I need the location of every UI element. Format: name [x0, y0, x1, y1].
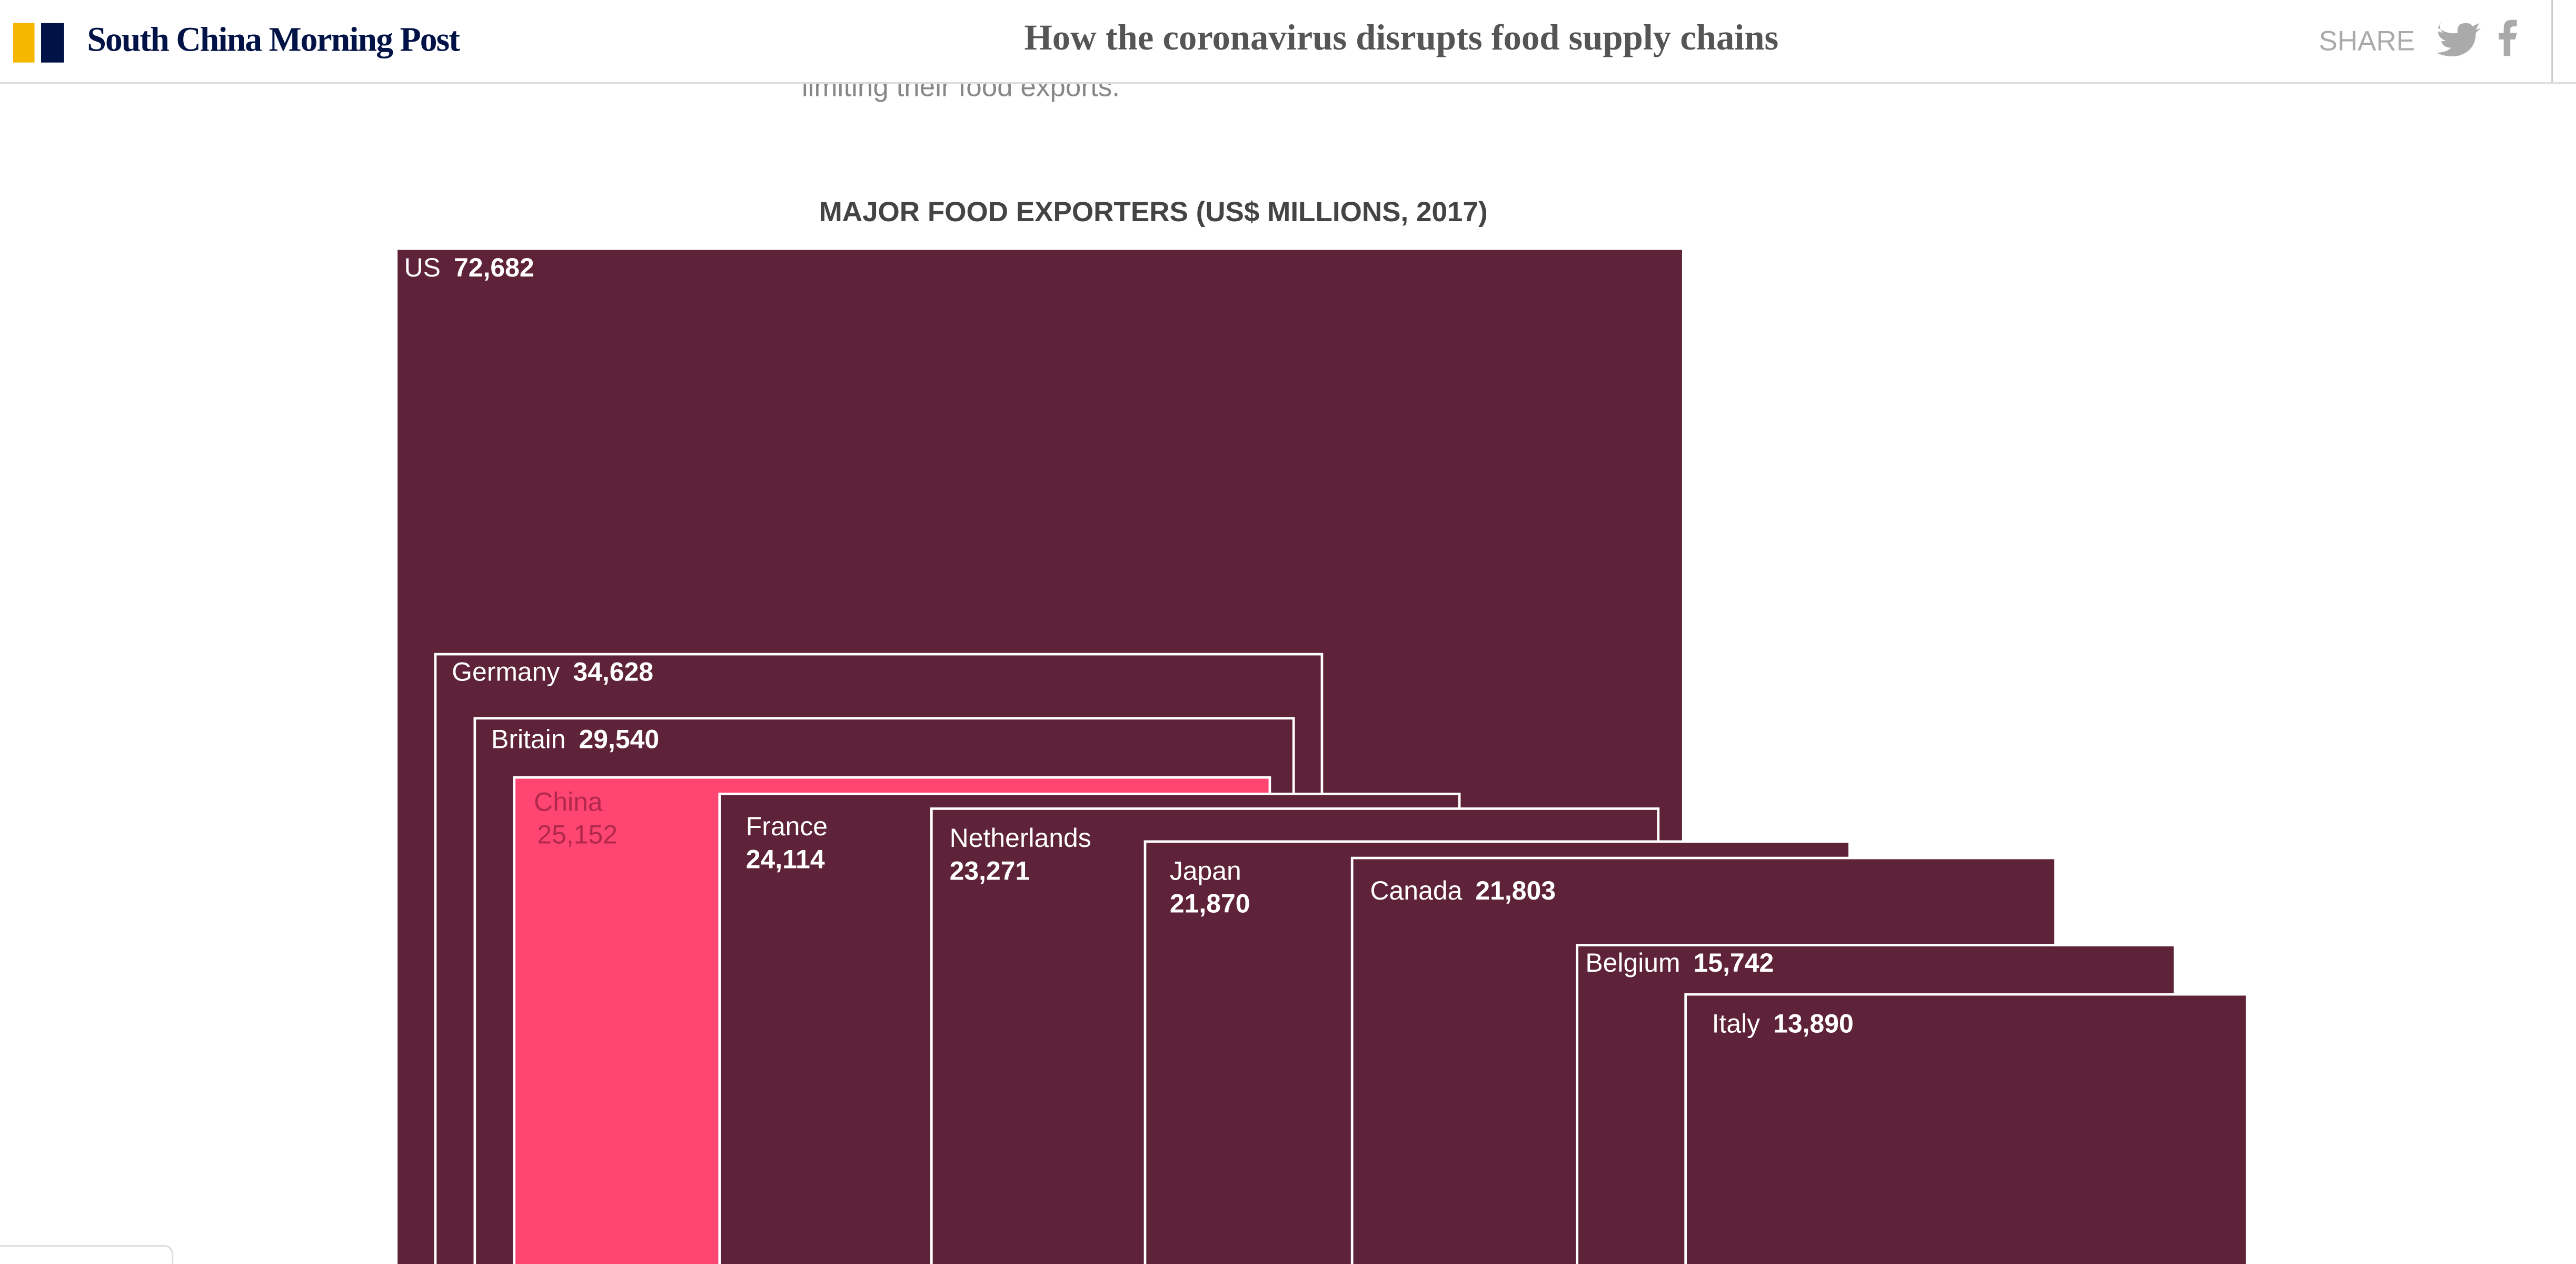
value-label: 21,870 — [1170, 889, 1250, 919]
category-label: Japan — [1170, 856, 1241, 885]
share-label: SHARE — [2319, 25, 2415, 56]
header-title: How the coronavirus disrupts food supply… — [1024, 17, 1778, 57]
category-label: Netherlands — [950, 823, 1091, 853]
category-label: China — [534, 787, 603, 816]
category-label: Canada — [1370, 876, 1463, 905]
value-label: 21,803 — [1475, 876, 1556, 905]
category-label: France — [746, 812, 828, 841]
value-label: 15,742 — [1694, 948, 1774, 977]
value-label: 24,114 — [746, 845, 825, 874]
facebook-icon[interactable] — [2499, 19, 2517, 56]
value-label: 25,152 — [537, 820, 618, 850]
square — [1684, 993, 2249, 1264]
category-label: Belgium — [1585, 948, 1680, 977]
category-label: US — [404, 253, 441, 282]
brand[interactable]: South China Morning Post — [87, 21, 461, 58]
category-label: Italy — [1712, 1009, 1761, 1039]
value-label: 13,890 — [1773, 1009, 1854, 1039]
corner-widget[interactable] — [0, 1245, 174, 1264]
header-bar — [0, 0, 2576, 83]
category-label: Britain — [491, 725, 565, 754]
header: South China Morning Post How the coronav… — [0, 0, 2576, 84]
chart: US 72,682 Germany 34,628 Britain 29,540 China 2… — [397, 250, 2249, 1264]
twitter-icon[interactable] — [2436, 21, 2481, 57]
value-label: 23,271 — [950, 856, 1030, 885]
value-label: 34,628 — [573, 657, 653, 687]
category-label: Germany — [452, 657, 560, 687]
value-label: 72,682 — [454, 253, 534, 282]
value-label: 29,540 — [579, 725, 659, 754]
logo-yellow — [13, 23, 35, 63]
chart-title: MAJOR FOOD EXPORTERS (US$ MILLIONS, 2017… — [819, 196, 1488, 228]
logo-blue — [41, 23, 64, 63]
